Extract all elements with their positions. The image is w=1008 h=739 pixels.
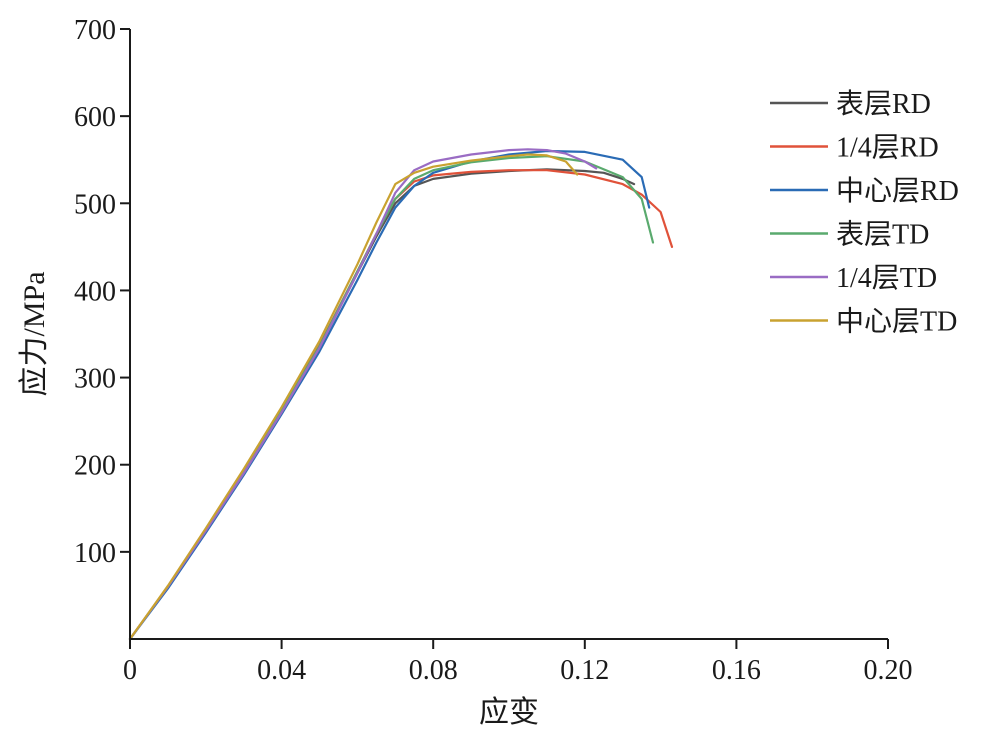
series-line-3	[128, 155, 655, 641]
y-tick-label: 200	[74, 451, 116, 482]
x-axis-title: 应变	[479, 696, 539, 729]
y-tick-label: 400	[74, 276, 116, 307]
legend-label: 中心层TD	[836, 306, 957, 338]
legend: 表层RD 1/4层RD 中心层RD 表层TD 1/4层TD 中心层TD	[770, 88, 959, 338]
y-tick-label: 300	[74, 364, 116, 395]
y-ticks: 100 200 300 400 500 600 700	[74, 15, 130, 569]
series-line-0	[128, 168, 636, 641]
x-tick-label: 0	[123, 655, 137, 686]
legend-label: 中心层RD	[836, 175, 959, 207]
series-line-5	[128, 153, 579, 641]
y-tick-label: 500	[74, 189, 116, 220]
x-tick-label: 0.20	[864, 655, 913, 686]
y-tick-label: 100	[74, 538, 116, 569]
plot-area	[128, 148, 674, 641]
y-axis-title: 应力/MPa	[18, 271, 51, 396]
series-line-2	[128, 149, 651, 641]
axes	[129, 29, 888, 640]
series-line-4	[128, 148, 598, 641]
x-ticks: 0 0.04 0.08 0.12 0.16 0.20	[123, 639, 913, 686]
legend-label: 表层RD	[836, 88, 931, 120]
legend-label: 1/4层RD	[836, 133, 939, 164]
x-tick-label: 0.12	[560, 655, 609, 686]
series-line-1	[128, 169, 674, 641]
x-tick-label: 0.08	[409, 655, 458, 686]
legend-label: 1/4层TD	[836, 263, 937, 294]
x-tick-label: 0.04	[257, 655, 306, 686]
y-tick-label: 700	[74, 15, 116, 46]
y-tick-label: 600	[74, 102, 116, 133]
legend-label: 表层TD	[836, 219, 929, 251]
x-tick-label: 0.16	[712, 655, 761, 686]
